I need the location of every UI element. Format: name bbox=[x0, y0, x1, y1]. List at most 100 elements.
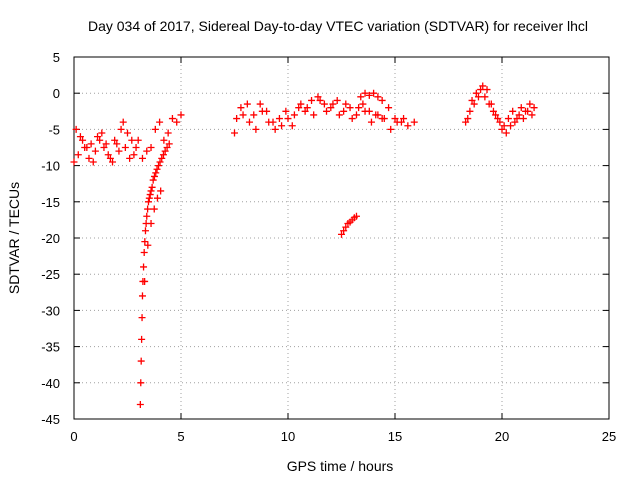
data-point bbox=[91, 147, 99, 155]
data-point bbox=[303, 104, 311, 112]
data-point bbox=[393, 118, 401, 126]
data-point bbox=[528, 111, 536, 119]
data-point bbox=[474, 93, 482, 101]
data-point bbox=[466, 107, 474, 115]
data-point bbox=[494, 115, 502, 123]
data-point bbox=[370, 89, 378, 97]
data-point bbox=[149, 176, 157, 184]
data-point bbox=[481, 93, 489, 101]
data-point bbox=[380, 115, 388, 123]
data-point bbox=[301, 107, 309, 115]
y-tick-label: -30 bbox=[41, 303, 60, 318]
data-point bbox=[496, 118, 504, 126]
data-point bbox=[158, 154, 166, 162]
data-point bbox=[323, 107, 331, 115]
data-point bbox=[359, 100, 367, 108]
data-point bbox=[145, 194, 153, 202]
data-point bbox=[237, 104, 245, 112]
data-point bbox=[168, 115, 176, 123]
data-point bbox=[141, 238, 149, 246]
data-point bbox=[144, 241, 152, 249]
data-point bbox=[126, 154, 134, 162]
data-point bbox=[316, 96, 324, 104]
data-point bbox=[250, 111, 258, 119]
x-tick-label: 25 bbox=[602, 429, 616, 444]
data-point bbox=[115, 147, 123, 155]
data-point bbox=[79, 136, 87, 144]
data-point bbox=[342, 223, 350, 231]
data-point bbox=[385, 104, 393, 112]
data-point bbox=[462, 118, 470, 126]
x-axis-label: GPS time / hours bbox=[287, 458, 394, 474]
data-point bbox=[151, 125, 159, 133]
data-point bbox=[314, 93, 322, 101]
data-point bbox=[265, 118, 273, 126]
data-point bbox=[374, 93, 382, 101]
y-tick-label: -15 bbox=[41, 195, 60, 210]
data-point bbox=[148, 183, 156, 191]
data-point bbox=[106, 154, 114, 162]
data-point bbox=[310, 111, 318, 119]
data-point bbox=[150, 205, 158, 213]
data-point bbox=[483, 86, 491, 94]
data-point bbox=[504, 115, 512, 123]
data-point bbox=[517, 104, 525, 112]
data-point bbox=[404, 122, 412, 130]
data-point bbox=[163, 144, 171, 151]
data-point bbox=[147, 144, 155, 151]
data-point bbox=[290, 111, 298, 119]
data-point bbox=[161, 147, 169, 155]
data-point bbox=[410, 118, 418, 126]
data-point bbox=[113, 140, 121, 148]
data-point bbox=[138, 154, 146, 162]
data-point bbox=[348, 115, 356, 123]
data-point bbox=[256, 100, 264, 108]
data-point bbox=[140, 248, 148, 256]
data-point bbox=[340, 227, 348, 235]
data-point bbox=[468, 96, 476, 104]
data-point bbox=[513, 115, 521, 123]
y-tick-label: 0 bbox=[53, 86, 60, 101]
data-point bbox=[295, 104, 303, 112]
data-point bbox=[117, 125, 125, 133]
data-point bbox=[143, 147, 151, 155]
data-point bbox=[378, 96, 386, 104]
data-point bbox=[507, 122, 515, 130]
data-point bbox=[519, 115, 527, 123]
data-point bbox=[288, 122, 296, 130]
data-point bbox=[72, 125, 80, 133]
y-tick-label: -10 bbox=[41, 159, 60, 174]
data-point bbox=[76, 133, 84, 141]
data-point bbox=[308, 96, 316, 104]
data-point bbox=[134, 136, 142, 144]
data-point bbox=[150, 172, 158, 180]
data-point bbox=[233, 115, 241, 123]
data-point bbox=[96, 136, 104, 144]
data-point bbox=[271, 125, 279, 133]
data-point bbox=[275, 115, 283, 123]
data-point bbox=[479, 82, 487, 90]
y-tick-label: 5 bbox=[53, 50, 60, 65]
data-point bbox=[146, 191, 154, 199]
data-point bbox=[297, 100, 305, 108]
data-point bbox=[530, 104, 538, 112]
data-point bbox=[239, 111, 247, 119]
data-point bbox=[141, 227, 149, 235]
x-tick-label: 15 bbox=[388, 429, 402, 444]
data-point bbox=[485, 100, 493, 108]
data-point bbox=[153, 194, 161, 202]
data-point bbox=[165, 140, 173, 148]
data-point bbox=[137, 379, 145, 387]
data-point bbox=[128, 136, 136, 144]
data-point bbox=[327, 104, 335, 112]
data-point bbox=[374, 111, 382, 119]
data-point bbox=[245, 118, 253, 126]
data-point bbox=[500, 122, 508, 130]
data-point bbox=[87, 140, 95, 148]
data-point bbox=[119, 118, 127, 126]
data-point bbox=[278, 122, 286, 130]
data-point bbox=[320, 100, 328, 108]
data-point bbox=[477, 86, 485, 94]
x-tick-label: 20 bbox=[495, 429, 509, 444]
